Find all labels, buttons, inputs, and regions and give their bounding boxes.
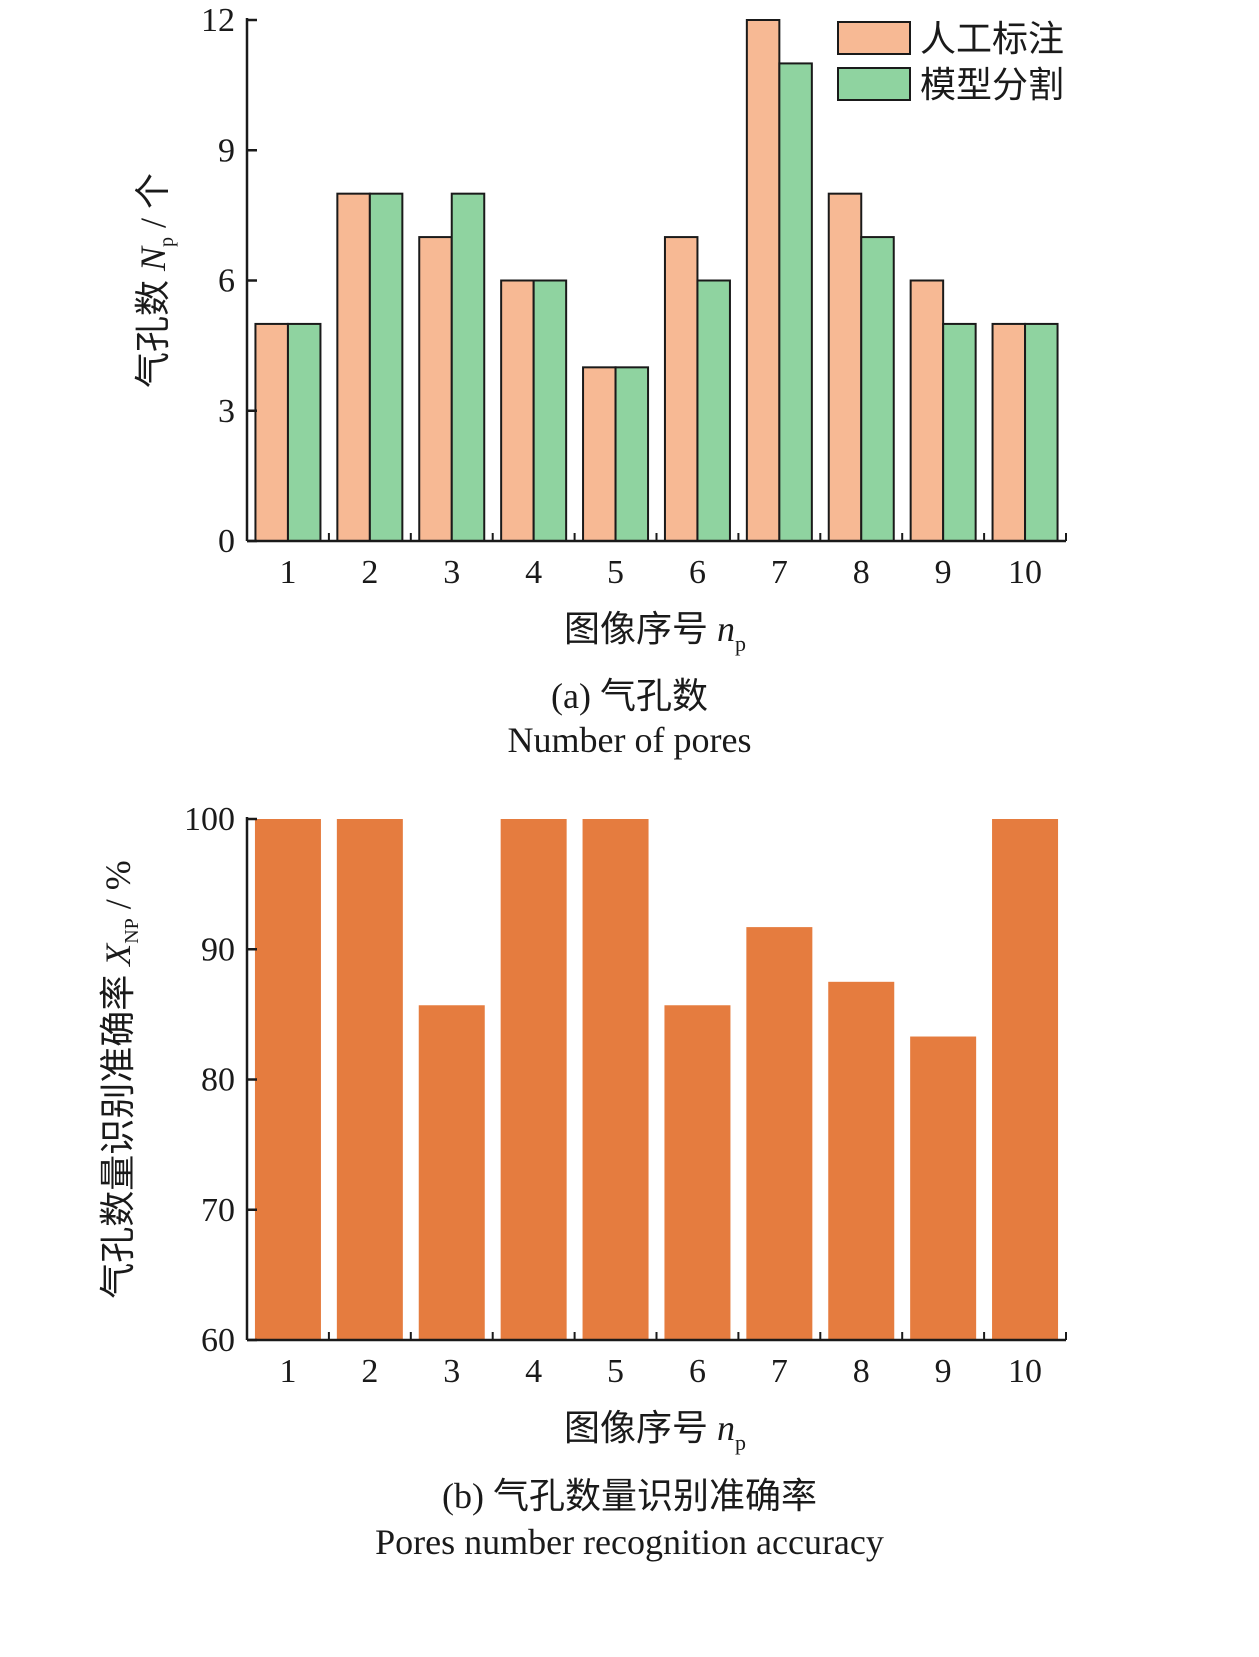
legend-swatch-manual bbox=[837, 21, 911, 55]
bar-manual-1 bbox=[254, 322, 289, 542]
y-tick-label: 3 bbox=[218, 393, 235, 430]
bar-accuracy-3 bbox=[418, 1005, 485, 1340]
bar-accuracy-10 bbox=[992, 819, 1059, 1340]
x-tick-label: 5 bbox=[607, 1353, 624, 1390]
y-tick-label: 6 bbox=[218, 263, 235, 300]
bar-accuracy-5 bbox=[582, 819, 649, 1340]
legend-label-manual: 人工标注 bbox=[920, 19, 1064, 59]
x-tick-label: 3 bbox=[443, 554, 460, 591]
chart-b-svg: 60 70 80 90 100 1 2 3 4 5 6 7 8 9 10 图像序号 np 气孔数量识别准确率 X… bbox=[98, 801, 1067, 1455]
bar-accuracy-1 bbox=[254, 819, 321, 1340]
bar-model-6 bbox=[696, 279, 731, 542]
y-axis-title: 气孔数量识别准确率 XNP / % bbox=[98, 860, 143, 1299]
bar-accuracy-6 bbox=[664, 1005, 731, 1340]
x-tick-label: 10 bbox=[1008, 554, 1042, 591]
bar-manual-2 bbox=[336, 192, 371, 543]
x-tick-label: 1 bbox=[279, 1353, 296, 1390]
x-tick-label: 2 bbox=[361, 1353, 378, 1390]
x-tick-label: 6 bbox=[689, 554, 706, 591]
caption-b-en: Pores number recognition accuracy bbox=[375, 1522, 884, 1562]
x-tick-label: 8 bbox=[853, 554, 870, 591]
bar-accuracy-2 bbox=[336, 819, 403, 1340]
x-tick-label: 10 bbox=[1008, 1353, 1042, 1390]
y-tick-label: 90 bbox=[201, 931, 235, 968]
x-tick-label: 3 bbox=[443, 1353, 460, 1390]
y-tick-label: 100 bbox=[184, 801, 235, 838]
x-tick-label: 4 bbox=[525, 1353, 542, 1390]
bar-accuracy-7 bbox=[746, 927, 813, 1340]
x-tick-label: 7 bbox=[771, 1353, 788, 1390]
x-tick-label: 7 bbox=[771, 554, 788, 591]
y-tick-label: 9 bbox=[218, 132, 235, 169]
y-tick-label: 70 bbox=[201, 1192, 235, 1229]
figure-b: 60 70 80 90 100 1 2 3 4 5 6 7 8 9 10 图像序号 np 气孔数量识别准确率 X… bbox=[0, 800, 1259, 1657]
bar-model-1 bbox=[286, 322, 322, 542]
bar-model-2 bbox=[368, 192, 404, 543]
bar-manual-4 bbox=[500, 279, 535, 542]
y-axis-title: 气孔数 Np / 个 bbox=[133, 173, 178, 388]
bar-model-9 bbox=[942, 322, 977, 542]
x-tick-label: 5 bbox=[607, 554, 624, 591]
y-tick-label: 0 bbox=[218, 523, 235, 560]
figure-a: 0 3 6 9 12 1 2 3 4 5 6 7 8 9 10 图像序号 np 气孔数 Np / 个人工标注 模型… bbox=[0, 0, 1259, 800]
bar-manual-5 bbox=[582, 366, 617, 543]
bar-accuracy-4 bbox=[500, 819, 567, 1340]
caption-a-cn: (a) 气孔数 bbox=[551, 676, 708, 716]
x-tick-label: 9 bbox=[935, 554, 952, 591]
x-axis-title: 图像序号 np bbox=[564, 609, 746, 656]
bar-manual-9 bbox=[909, 279, 945, 542]
legend-swatch-model bbox=[837, 67, 911, 101]
bar-manual-6 bbox=[663, 236, 699, 542]
bar-model-8 bbox=[860, 236, 895, 542]
bar-model-3 bbox=[450, 192, 486, 543]
caption-b-cn: (b) 气孔数量识别准确率 bbox=[442, 1476, 817, 1516]
legend-label-model: 模型分割 bbox=[920, 65, 1064, 105]
x-tick-label: 8 bbox=[853, 1353, 870, 1390]
x-axis-title: 图像序号 np bbox=[564, 1408, 746, 1455]
bar-accuracy-9 bbox=[910, 1036, 977, 1340]
x-tick-label: 6 bbox=[689, 1353, 706, 1390]
x-tick-label: 1 bbox=[279, 554, 296, 591]
bar-manual-7 bbox=[745, 19, 781, 542]
x-tick-label: 9 bbox=[935, 1353, 952, 1390]
bar-manual-10 bbox=[991, 322, 1027, 542]
bar-manual-8 bbox=[827, 192, 863, 543]
bar-accuracy-8 bbox=[828, 981, 895, 1340]
x-tick-label: 2 bbox=[361, 554, 378, 591]
caption-a-en: Number of pores bbox=[507, 720, 752, 760]
bar-manual-3 bbox=[418, 236, 453, 542]
x-tick-label: 4 bbox=[525, 554, 542, 591]
y-tick-label: 60 bbox=[201, 1322, 235, 1359]
y-tick-label: 80 bbox=[201, 1062, 235, 1099]
bar-model-10 bbox=[1024, 322, 1059, 542]
bar-model-7 bbox=[778, 62, 813, 543]
bar-model-5 bbox=[614, 366, 650, 543]
bar-model-4 bbox=[532, 279, 568, 542]
y-tick-label: 12 bbox=[201, 2, 235, 39]
